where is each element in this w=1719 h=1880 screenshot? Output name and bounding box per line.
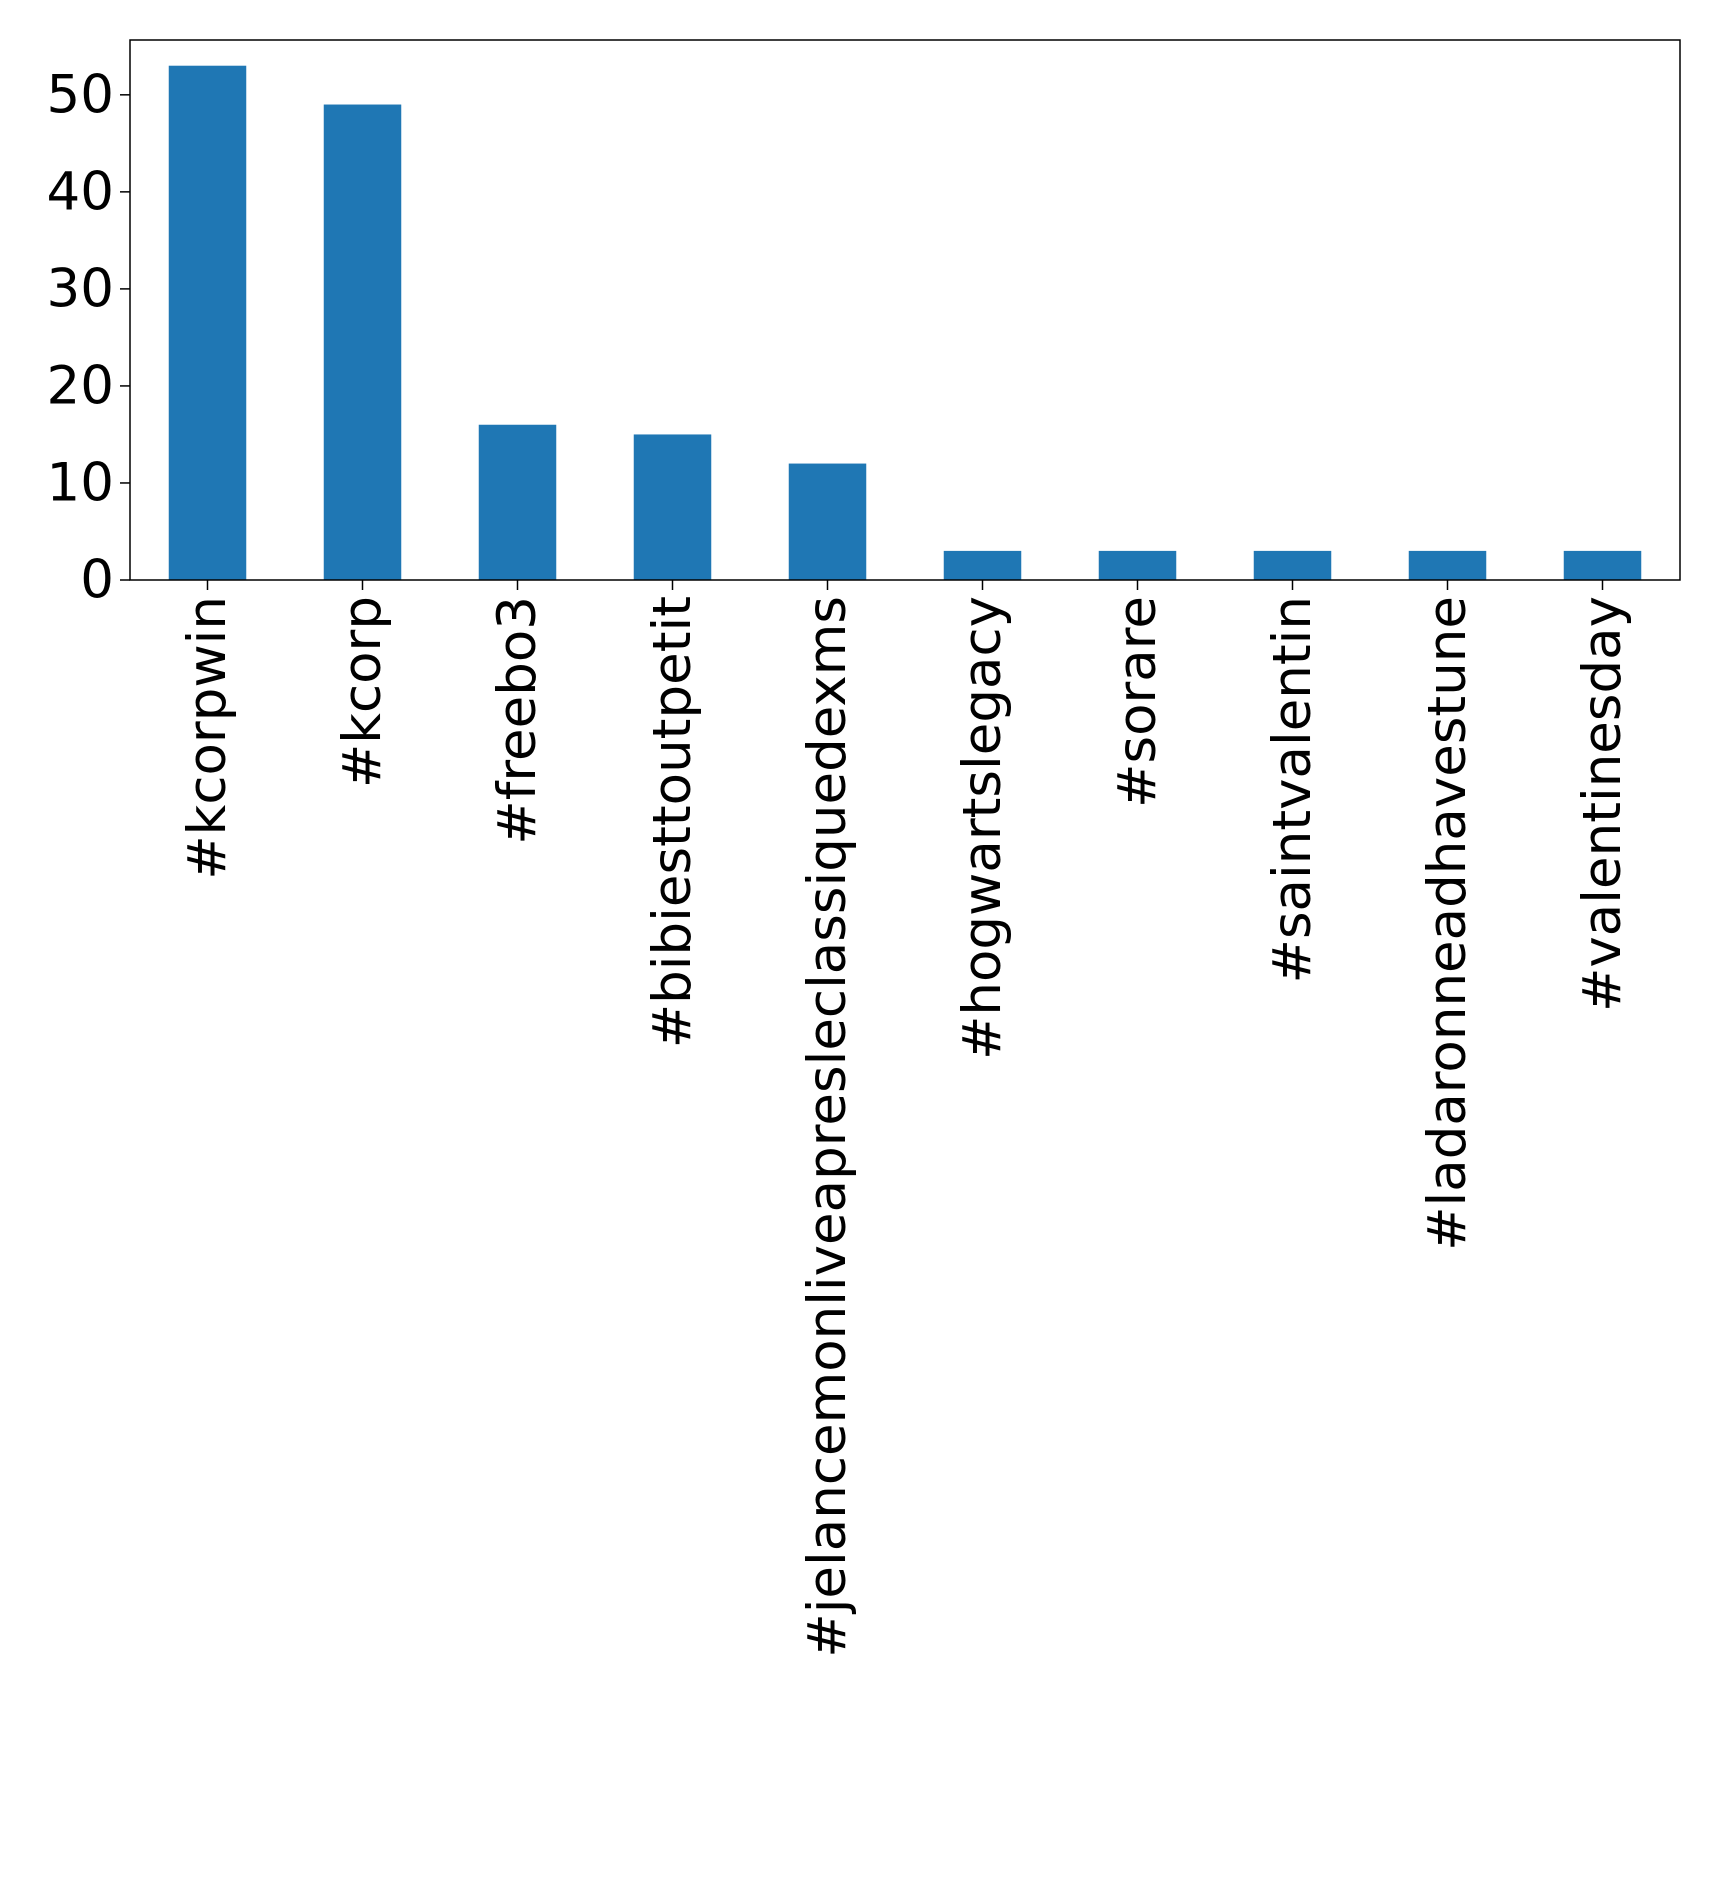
bar <box>478 424 557 580</box>
x-tick-label: #bibiesttoutpetit <box>642 596 703 1048</box>
bar <box>1408 550 1487 580</box>
bar <box>1098 550 1177 580</box>
bar <box>633 434 712 580</box>
x-tick-label: #saintvalentin <box>1262 596 1323 983</box>
x-tick-label: #valentinesday <box>1572 596 1633 1012</box>
x-axis: #kcorpwin #kcorp #freebo3 #bibiesttoutpetit… <box>177 580 1633 1658</box>
x-tick-label: #ladaronneadhavestune <box>1417 596 1478 1251</box>
y-tick-label: 0 <box>80 550 114 611</box>
x-tick-label: #hogwartslegacy <box>952 596 1013 1060</box>
x-tick-label: #kcorpwin <box>177 596 238 880</box>
bar <box>168 65 247 580</box>
bar <box>323 104 402 580</box>
plot-area-frame <box>129 39 1681 581</box>
y-tick-label: 20 <box>47 355 114 416</box>
bar <box>943 550 1022 580</box>
y-tick-label: 30 <box>47 258 114 319</box>
y-axis: 0 10 20 30 40 50 <box>47 64 130 611</box>
y-tick-label: 10 <box>47 452 114 513</box>
y-tick-label: 40 <box>47 161 114 222</box>
x-tick-label: #freebo3 <box>487 596 548 845</box>
y-tick-label: 50 <box>47 64 114 125</box>
x-tick-label: #kcorp <box>332 596 393 788</box>
bar <box>788 463 867 580</box>
x-tick-label: #jelancemonliveapresleclassiquedexms <box>797 596 858 1658</box>
x-tick-label: #sorare <box>1107 596 1168 808</box>
bar <box>1253 550 1332 580</box>
bar <box>1563 550 1642 580</box>
bar-group <box>168 65 1642 580</box>
